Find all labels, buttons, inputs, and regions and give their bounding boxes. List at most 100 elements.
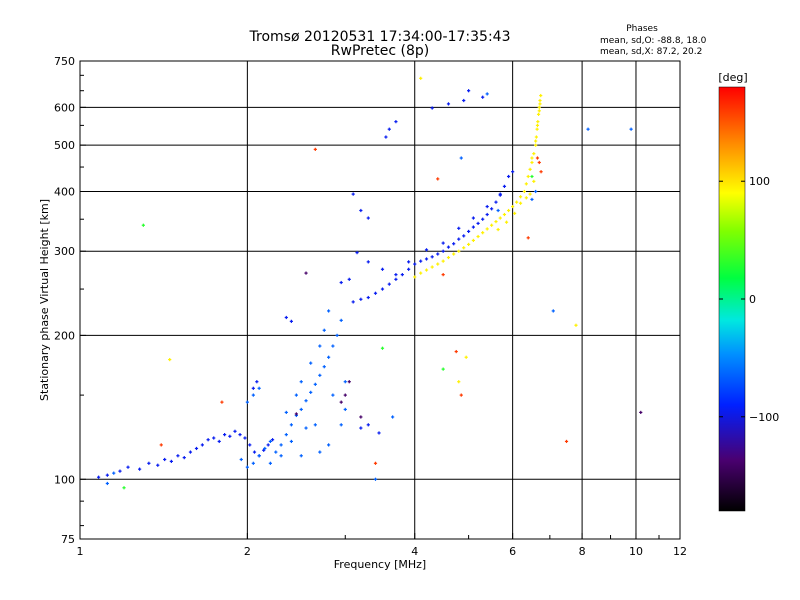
data-point bbox=[322, 365, 326, 369]
data-point bbox=[299, 407, 303, 412]
data-point bbox=[176, 454, 180, 458]
x-tick-label: 12 bbox=[673, 545, 687, 558]
data-point bbox=[233, 429, 237, 433]
data-point bbox=[485, 227, 489, 231]
data-point bbox=[535, 123, 540, 127]
data-point bbox=[266, 443, 270, 447]
data-point bbox=[355, 251, 359, 255]
data-point bbox=[485, 92, 489, 96]
data-point bbox=[347, 380, 351, 384]
data-point bbox=[539, 170, 543, 174]
data-point bbox=[156, 463, 160, 467]
data-point bbox=[331, 393, 335, 397]
data-point bbox=[373, 461, 378, 465]
data-point bbox=[551, 309, 555, 313]
data-point bbox=[212, 436, 216, 440]
data-point bbox=[239, 457, 243, 462]
data-point bbox=[511, 170, 515, 174]
data-point bbox=[446, 245, 451, 249]
data-point bbox=[462, 234, 466, 238]
data-point bbox=[467, 242, 471, 247]
data-point bbox=[534, 135, 538, 139]
data-point bbox=[274, 450, 278, 454]
data-point bbox=[373, 477, 378, 481]
data-point bbox=[394, 273, 398, 277]
data-point bbox=[163, 457, 167, 462]
data-point bbox=[394, 277, 398, 281]
data-point bbox=[105, 473, 109, 477]
data-point bbox=[471, 225, 475, 229]
data-point bbox=[441, 367, 445, 371]
data-point bbox=[359, 208, 363, 213]
stats-ordinary: mean, sd,O: -88.8, 18.0 bbox=[600, 36, 707, 46]
data-point bbox=[251, 461, 255, 465]
data-point bbox=[263, 446, 267, 451]
data-point bbox=[122, 486, 126, 490]
data-point bbox=[284, 315, 288, 320]
data-point bbox=[188, 450, 193, 454]
data-point bbox=[518, 195, 523, 199]
data-point bbox=[564, 439, 569, 444]
data-point bbox=[384, 135, 388, 139]
data-point bbox=[413, 262, 417, 266]
chart-subtitle: RwPretec (8p) bbox=[331, 43, 429, 59]
data-point bbox=[359, 426, 363, 430]
data-point bbox=[430, 106, 434, 110]
data-point bbox=[538, 102, 542, 106]
data-point bbox=[394, 120, 398, 124]
data-point bbox=[289, 439, 293, 444]
data-point bbox=[339, 423, 343, 427]
y-tick-label: 100 bbox=[54, 473, 75, 486]
data-point bbox=[118, 469, 122, 473]
data-point bbox=[257, 386, 261, 390]
data-point bbox=[377, 431, 381, 435]
data-point bbox=[339, 318, 343, 322]
data-point bbox=[413, 275, 417, 279]
data-point bbox=[441, 259, 445, 263]
data-point bbox=[318, 344, 322, 348]
data-point bbox=[504, 220, 509, 224]
data-point bbox=[436, 177, 440, 181]
data-point bbox=[459, 156, 463, 160]
x-tick-label: 10 bbox=[629, 545, 643, 558]
data-point bbox=[366, 260, 370, 264]
x-axis-label: Frequency [MHz] bbox=[334, 558, 426, 571]
data-point bbox=[217, 439, 221, 444]
data-point bbox=[373, 291, 378, 295]
y-tick-label: 400 bbox=[54, 185, 75, 198]
data-point bbox=[339, 400, 343, 404]
data-point bbox=[424, 268, 429, 272]
data-point bbox=[380, 267, 385, 271]
data-point bbox=[511, 204, 515, 209]
data-point bbox=[255, 380, 259, 384]
data-point bbox=[518, 201, 523, 205]
data-point bbox=[537, 105, 541, 109]
data-point bbox=[327, 443, 331, 447]
data-point bbox=[279, 454, 283, 458]
data-point bbox=[400, 273, 404, 277]
data-point bbox=[251, 386, 255, 390]
data-point bbox=[522, 189, 527, 194]
y-tick-label: 500 bbox=[54, 139, 75, 152]
data-point bbox=[537, 160, 541, 165]
data-point bbox=[294, 412, 298, 416]
data-point bbox=[318, 373, 322, 377]
data-point bbox=[481, 95, 485, 99]
data-point bbox=[407, 267, 411, 271]
data-point bbox=[318, 450, 322, 454]
data-point bbox=[574, 323, 578, 327]
data-point bbox=[168, 357, 172, 362]
y-tick-label: 75 bbox=[61, 533, 75, 546]
data-point bbox=[343, 407, 347, 412]
x-tick-label: 4 bbox=[411, 545, 418, 558]
data-point bbox=[243, 436, 247, 440]
data-point bbox=[313, 423, 317, 427]
data-point bbox=[299, 454, 303, 458]
data-point bbox=[629, 127, 633, 131]
data-point bbox=[262, 448, 266, 452]
data-point bbox=[347, 277, 351, 281]
data-point bbox=[147, 461, 151, 465]
data-point bbox=[294, 393, 298, 397]
